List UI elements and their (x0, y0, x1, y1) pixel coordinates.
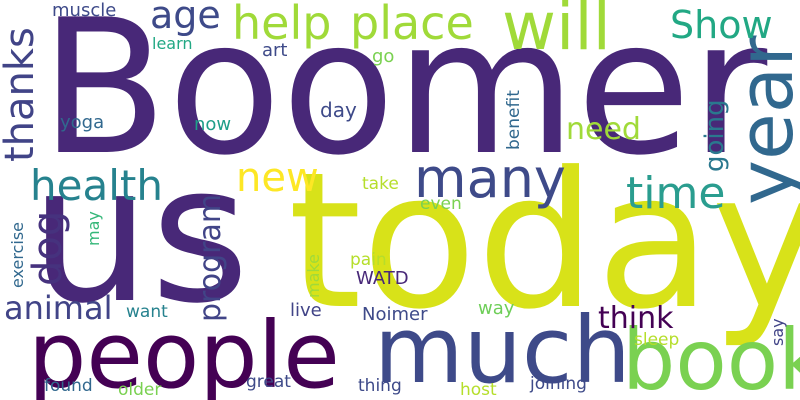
word-many: many (414, 147, 566, 210)
word-place: place (350, 0, 474, 50)
word-pain: pain (350, 250, 387, 270)
word-yoga: yoga (60, 112, 105, 133)
word-say: say (768, 318, 787, 346)
word-new: new (236, 155, 319, 201)
word-host: host (460, 380, 497, 400)
word-animal: animal (4, 289, 113, 327)
word-book: book (622, 311, 800, 400)
word-dog: dog (25, 210, 71, 286)
word-us: us (30, 124, 250, 345)
word-watd: WATD (356, 268, 409, 289)
word-even: even (420, 194, 462, 214)
word-help: help (232, 0, 332, 50)
word-thing: thing (358, 376, 402, 396)
word-now: now (194, 114, 232, 135)
word-older: older (118, 380, 162, 400)
word-time: time (626, 168, 726, 219)
word-art: art (262, 40, 288, 61)
word-today: today (288, 132, 800, 351)
word-benefit: benefit (504, 90, 524, 150)
word-want: want (126, 302, 168, 322)
word-day: day (320, 98, 357, 122)
word-great: great (246, 372, 291, 392)
word-health: health (30, 161, 163, 210)
word-way: way (478, 298, 515, 319)
word-program: program (193, 193, 228, 322)
word-think: think (598, 301, 674, 336)
word-year: year (721, 35, 800, 205)
word-learn: learn (152, 34, 193, 53)
word-boomer: Boomer (40, 0, 768, 196)
word-may: may (84, 211, 103, 246)
word-go: go (372, 46, 395, 67)
word-going: going (700, 99, 730, 172)
word-joining: joining (530, 374, 587, 394)
word-show: Show (670, 3, 773, 47)
word-age: age (150, 0, 221, 37)
word-thanks: thanks (0, 27, 43, 162)
word-much: much (374, 297, 631, 400)
word-make: make (304, 254, 323, 298)
word-need: need (566, 112, 641, 147)
word-live: live (290, 300, 322, 321)
word-will: will (502, 0, 611, 65)
word-people: people (28, 302, 340, 400)
word-exercise: exercise (8, 221, 27, 288)
word-muscle: muscle (52, 0, 117, 21)
word-noimer: Noimer (362, 304, 428, 325)
word-take: take (362, 174, 399, 194)
word-found: found (44, 376, 93, 396)
word-sleep: sleep (634, 330, 680, 350)
